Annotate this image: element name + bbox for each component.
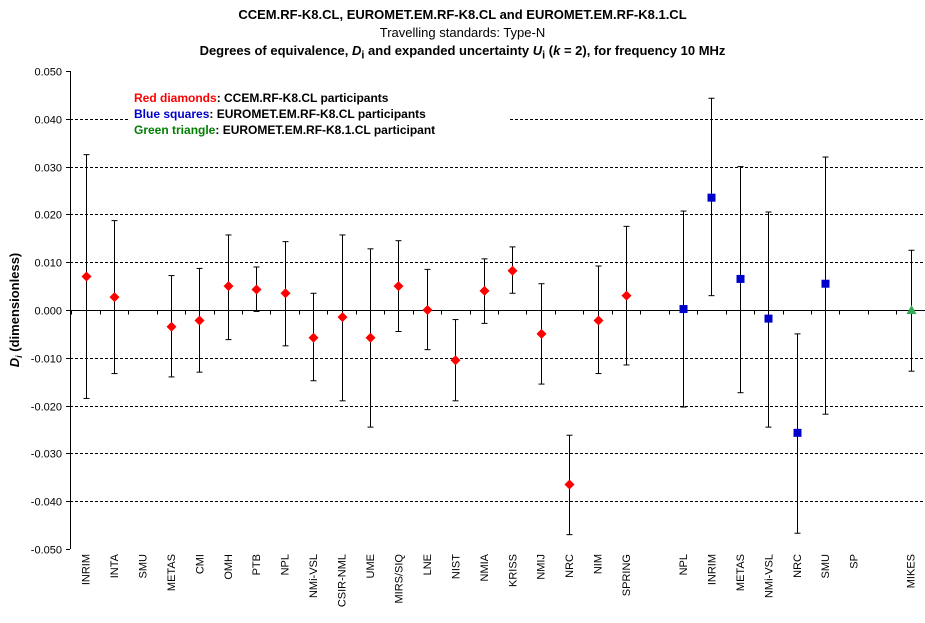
y-tick-label: 0.050 bbox=[34, 67, 62, 79]
x-category-label: UME bbox=[365, 554, 377, 578]
legend: Red diamonds: CCEM.RF-K8.CL participants… bbox=[128, 88, 508, 140]
x-category-label: METAS bbox=[166, 554, 178, 591]
x-category-labels: INRIM INTA SMU METAS CMI OMH PTB NPL NMi-VSL CSIR… bbox=[81, 553, 918, 607]
data-point-diamond bbox=[81, 271, 92, 282]
x-category-label: NRC bbox=[564, 554, 576, 578]
y-tick-label: -0.050 bbox=[31, 545, 62, 557]
data-point-diamond bbox=[450, 355, 461, 366]
data-point-diamond bbox=[251, 284, 262, 295]
x-category-label: SP bbox=[849, 554, 861, 569]
x-category-label: METAS bbox=[735, 554, 747, 591]
legend-entry: Blue squares: EUROMET.EM.RF-K8.CL partic… bbox=[134, 107, 426, 121]
data-point-diamond bbox=[308, 332, 319, 343]
chart-title-block: CCEM.RF-K8.CL, EUROMET.EM.RF-K8.CL and E… bbox=[0, 6, 925, 65]
x-category-label: MIKES bbox=[906, 554, 918, 588]
x-category-label: CMI bbox=[194, 554, 206, 574]
y-tick-label: 0.000 bbox=[34, 306, 62, 318]
y-tick-label: 0.020 bbox=[34, 210, 62, 222]
x-category-label: OMH bbox=[223, 554, 235, 580]
data-point-diamond bbox=[194, 315, 205, 326]
x-category-label: KRISS bbox=[507, 554, 519, 587]
data-point-triangle bbox=[906, 305, 917, 314]
x-category-label: NPL bbox=[678, 554, 690, 575]
data-point-diamond bbox=[564, 479, 575, 490]
x-category-label: SMU bbox=[137, 554, 149, 579]
y-tick-label: -0.020 bbox=[31, 402, 62, 414]
chart-title: CCEM.RF-K8.CL, EUROMET.EM.RF-K8.CL and E… bbox=[238, 7, 687, 22]
legend-key: Blue squares bbox=[134, 107, 210, 121]
x-category-label: CSIR-NML bbox=[337, 554, 349, 607]
x-category-label: NMi-VSL bbox=[763, 554, 775, 598]
legend-entry: Green triangle: EUROMET.EM.RF-K8.1.CL pa… bbox=[134, 123, 435, 137]
legend-entry: Red diamonds: CCEM.RF-K8.CL participants bbox=[134, 91, 389, 105]
error-bars bbox=[83, 97, 915, 536]
legend-box bbox=[128, 88, 508, 140]
data-markers bbox=[81, 193, 917, 490]
data-point-square bbox=[793, 428, 802, 437]
data-point-diamond bbox=[393, 281, 404, 292]
data-point-diamond bbox=[479, 285, 490, 296]
y-tick-label: -0.010 bbox=[31, 354, 62, 366]
legend-desc: : CCEM.RF-K8.CL participants bbox=[217, 91, 389, 105]
data-point-diamond bbox=[109, 292, 120, 303]
x-category-label: NIST bbox=[450, 554, 462, 579]
data-point-diamond bbox=[507, 265, 518, 276]
chart-title-2: Degrees of equivalence, Di and expanded … bbox=[199, 43, 726, 62]
y-tick-label: 0.040 bbox=[34, 115, 62, 127]
data-point-diamond bbox=[536, 328, 547, 339]
x-category-label: NMIJ bbox=[536, 554, 548, 580]
x-category-label: NRC bbox=[792, 554, 804, 578]
data-point-square bbox=[764, 314, 773, 323]
x-category-label: NMIA bbox=[479, 553, 491, 581]
y-tick-label: -0.040 bbox=[31, 497, 62, 509]
y-tick-label: 0.030 bbox=[34, 163, 62, 175]
x-category-label: INTA bbox=[109, 553, 121, 578]
x-category-label: PTB bbox=[251, 554, 263, 575]
x-category-label: NIM bbox=[593, 554, 605, 574]
x-category-label: SPRING bbox=[621, 554, 633, 596]
x-category-label: LNE bbox=[422, 554, 434, 575]
y-tick-label: -0.030 bbox=[31, 449, 62, 461]
legend-desc: : EUROMET.EM.RF-K8.1.CL participant bbox=[215, 123, 435, 137]
x-category-label: SMU bbox=[820, 554, 832, 579]
y-tick-labels: 0.050 0.040 0.030 0.020 0.010 0.000 -0.010 -0.0… bbox=[31, 67, 62, 557]
x-category-label: NMi-VSL bbox=[308, 554, 320, 598]
x-category-label: INRIM bbox=[81, 554, 93, 585]
y-tick-label: 0.010 bbox=[34, 258, 62, 270]
x-category-label: MIRS/SIQ bbox=[393, 554, 405, 604]
grid-lines bbox=[70, 119, 925, 502]
x-category-label: INRIM bbox=[706, 554, 718, 585]
data-point-diamond bbox=[337, 312, 348, 323]
data-point-square bbox=[707, 193, 716, 202]
data-point-diamond bbox=[593, 315, 604, 326]
y-axis-label: Di (dimensionless) bbox=[7, 253, 24, 367]
data-point-diamond bbox=[422, 305, 433, 315]
legend-key: Green triangle bbox=[134, 123, 216, 137]
x-category-label: NPL bbox=[280, 554, 292, 575]
data-point-square bbox=[736, 274, 745, 283]
axes bbox=[66, 71, 925, 550]
legend-key: Red diamonds bbox=[134, 91, 217, 105]
data-point-square bbox=[679, 305, 688, 314]
data-point-diamond bbox=[365, 332, 376, 343]
data-point-square bbox=[821, 279, 830, 288]
data-point-diamond bbox=[166, 321, 177, 332]
data-point-diamond bbox=[280, 288, 291, 299]
chart-subtitle: Travelling standards: Type-N bbox=[379, 25, 546, 40]
data-point-diamond bbox=[223, 281, 234, 292]
legend-desc: : EUROMET.EM.RF-K8.CL participants bbox=[209, 107, 426, 121]
data-point-diamond bbox=[621, 290, 632, 301]
